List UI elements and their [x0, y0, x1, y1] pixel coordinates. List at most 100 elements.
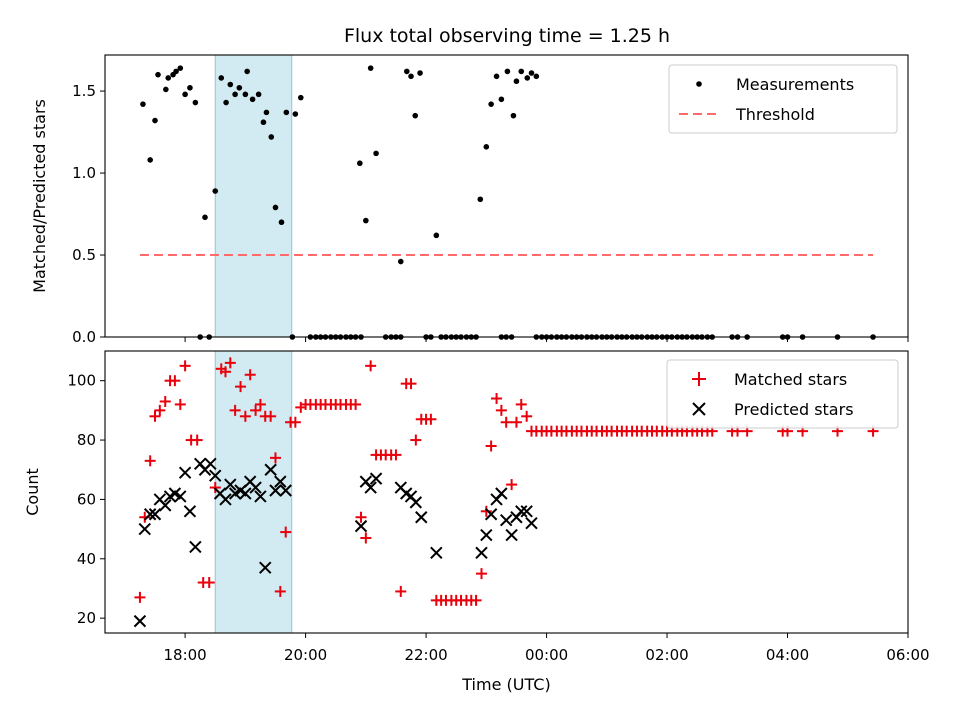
- ratio-legend: Measurements Threshold: [668, 64, 898, 134]
- measurement-point: [255, 91, 262, 98]
- count-legend-box: [666, 359, 899, 429]
- matched-star-point: [405, 378, 417, 390]
- measurement-point: [268, 134, 275, 140]
- y-tick-label: 20: [77, 609, 96, 627]
- matched-star-point: [219, 366, 231, 378]
- matched-star-point: [365, 360, 377, 372]
- matched-star-point: [269, 452, 281, 464]
- measurement-point: [278, 219, 285, 226]
- matched-star-point: [229, 404, 241, 416]
- matched-star-point: [280, 526, 292, 538]
- legend-predicted-marker: [692, 402, 706, 416]
- predicted-star-point: [515, 505, 528, 518]
- legend-predicted-label: Predicted stars: [734, 400, 854, 419]
- measurement-point: [227, 81, 234, 88]
- predicted-star-point: [189, 540, 202, 554]
- matched-star-point: [395, 585, 407, 597]
- x-tick-label: 02:00: [645, 646, 688, 664]
- predicted-star-point: [354, 519, 368, 533]
- x-tick-label: 00:00: [525, 646, 568, 664]
- matched-star-point: [224, 357, 236, 369]
- count-y-axis: 20 40 60 80 100: [67, 372, 105, 627]
- measurement-point: [504, 68, 511, 75]
- measurement-point: [483, 144, 490, 150]
- count-plot-frame: [104, 350, 909, 634]
- matched-star-point: [250, 404, 262, 416]
- y-tick-label: 0.5: [72, 246, 96, 264]
- predicted-star-point: [279, 484, 292, 497]
- measurement-point: [397, 258, 404, 265]
- measurement-point: [232, 91, 238, 98]
- measurement-point: [244, 68, 250, 75]
- predicted-star-point: [259, 561, 272, 574]
- measurement-point: [373, 150, 379, 157]
- measurement-point: [155, 71, 161, 78]
- matched-star-point: [500, 416, 512, 428]
- matched-star-point: [265, 410, 277, 422]
- count-panel: 20 40 60 80 100 18:00 20:00 22:00 00:00 02:00 04:…: [23, 350, 930, 694]
- y-tick-label: 80: [77, 431, 96, 449]
- measurement-point: [242, 91, 249, 98]
- predicted-star-point: [148, 508, 162, 521]
- legend-matched-marker: [692, 372, 706, 386]
- predicted-star-point: [415, 511, 428, 524]
- matched-star-point: [485, 440, 497, 452]
- predicted-stars-points: [133, 457, 538, 628]
- measurement-point: [152, 117, 158, 124]
- y-tick-label: 1.0: [72, 164, 96, 182]
- matched-star-point: [134, 591, 146, 603]
- measurement-point: [367, 65, 374, 71]
- x-tick-label: 04:00: [766, 646, 809, 664]
- measurement-point: [163, 86, 169, 93]
- matched-star-point: [254, 398, 266, 410]
- measurement-point: [408, 73, 414, 80]
- matched-star-point: [144, 455, 156, 467]
- predicted-star-point: [274, 475, 287, 488]
- measurement-point: [187, 84, 193, 91]
- ratio-y-axis-label: Matched/Predicted stars: [30, 99, 49, 293]
- matched-star-point: [174, 398, 186, 410]
- predicted-star-point: [264, 463, 277, 476]
- legend-threshold-label: Threshold: [735, 105, 815, 124]
- measurement-point: [283, 109, 290, 116]
- ratio-legend-box: [668, 64, 898, 134]
- matched-stars-points: [134, 357, 879, 606]
- predicted-star-point: [178, 466, 192, 479]
- matched-star-point: [470, 594, 482, 606]
- predicted-star-point: [224, 478, 237, 491]
- measurement-point: [292, 111, 299, 117]
- x-tick-label: 06:00: [886, 646, 929, 664]
- predicted-star-point: [369, 472, 383, 485]
- predicted-star-point: [133, 614, 147, 628]
- measurement-point: [165, 75, 172, 81]
- measurement-point: [218, 75, 225, 81]
- matched-star-point: [169, 375, 181, 387]
- matched-star-point: [476, 568, 488, 580]
- measurement-point: [493, 73, 500, 80]
- y-tick-label: 0.0: [72, 328, 96, 346]
- measurement-point: [518, 68, 525, 75]
- time-x-axis: 18:00 20:00 22:00 00:00 02:00 04:00 06:00: [164, 633, 930, 664]
- measurement-point: [404, 68, 410, 75]
- predicted-star-point: [430, 546, 443, 560]
- predicted-star-point: [269, 484, 282, 497]
- predicted-star-point: [254, 490, 267, 503]
- y-tick-label: 100: [67, 372, 96, 390]
- measurement-point: [357, 160, 363, 167]
- predicted-star-point: [480, 528, 493, 542]
- matched-star-point: [244, 369, 256, 381]
- legend-matched-label: Matched stars: [734, 370, 847, 389]
- ratio-y-axis: 0.0 0.5 1.0 1.5: [72, 82, 105, 346]
- ratio-x-ticks: [184, 337, 909, 342]
- predicted-star-point: [249, 481, 262, 494]
- matched-star-point: [179, 360, 191, 372]
- predicted-star-point: [520, 505, 533, 518]
- predicted-star-point: [209, 469, 222, 482]
- measurement-point: [177, 65, 184, 71]
- measurement-point: [192, 99, 199, 106]
- matched-star-point: [410, 434, 422, 446]
- measurement-point: [488, 101, 494, 107]
- measurement-point: [140, 101, 146, 107]
- matched-star-point: [506, 479, 518, 491]
